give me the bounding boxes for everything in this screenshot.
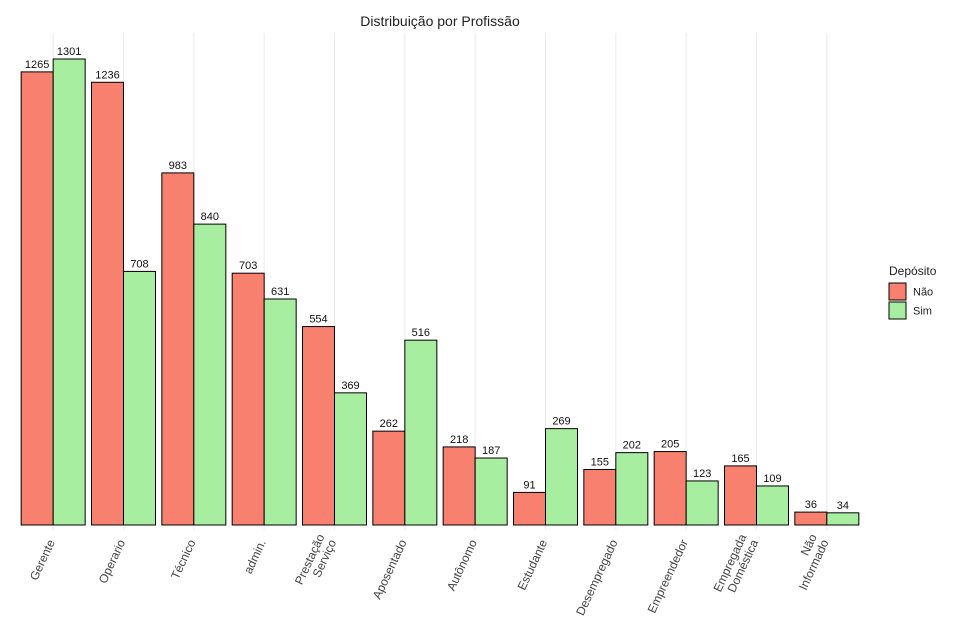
bar-nao (724, 465, 757, 526)
legend-swatch (888, 301, 907, 320)
bar-sim (545, 428, 578, 526)
bar-nao (794, 511, 828, 526)
value-label: 1301 (57, 46, 81, 58)
x-tick-label: Estudante (515, 537, 551, 592)
value-label: 516 (412, 327, 430, 339)
value-label: 218 (450, 434, 468, 446)
bar-sim (334, 392, 367, 526)
value-label: 983 (169, 160, 187, 172)
legend-label: Sim (913, 306, 932, 318)
value-label: 703 (239, 260, 257, 272)
bar-sim (685, 480, 719, 526)
bar-sim (193, 223, 227, 526)
legend-label: Não (913, 287, 933, 299)
value-label: 840 (201, 211, 219, 223)
value-label: 91 (523, 479, 535, 491)
value-label: 554 (309, 314, 327, 326)
bar-sim (474, 457, 508, 526)
bar-nao (91, 81, 124, 526)
bar-sim (615, 452, 649, 526)
x-tick-label: Operario (96, 537, 129, 586)
bar-sim (263, 298, 297, 526)
value-label: 1265 (25, 59, 49, 71)
value-label: 34 (837, 500, 849, 512)
value-label: 1236 (95, 69, 119, 81)
legend-title: Depósito (889, 264, 937, 278)
value-label: 202 (623, 440, 641, 452)
x-tick-label: Desempregado (573, 537, 621, 618)
value-label: 262 (380, 418, 398, 430)
bar-sim (52, 58, 86, 526)
x-tick-label: Autônomo (444, 537, 480, 593)
legend: Depósito Não Sim (888, 264, 937, 320)
bars (20, 58, 860, 526)
value-labels: 1265 1301 1236 708 983 840 703 631 554 369 262 516 2… (25, 46, 849, 512)
x-tick-label: admin. (241, 537, 269, 576)
bar-nao (372, 430, 406, 526)
bar-nao (442, 446, 476, 526)
bar-nao (513, 491, 546, 526)
bar-nao (583, 468, 617, 526)
value-label: 269 (552, 416, 570, 428)
value-label: 123 (693, 468, 711, 480)
bar-nao (161, 172, 195, 526)
value-label: 165 (731, 453, 749, 465)
value-label: 36 (805, 499, 817, 511)
bar-sim (404, 339, 438, 526)
bar-nao (231, 272, 265, 526)
x-axis-tick-labels: Gerente Operario Técnico admin. PrestaçãoSer… (27, 532, 832, 618)
value-label: 369 (341, 380, 359, 392)
legend-swatch (888, 282, 907, 301)
x-tick-label: Aposentado (370, 537, 410, 601)
value-label: 187 (482, 445, 500, 457)
x-tick-label: Empreendedor (645, 537, 691, 615)
x-tick-label: NãoInformado (784, 532, 831, 593)
chart-title: Distribuição por Profissão (360, 13, 520, 29)
value-label: 155 (591, 456, 609, 468)
bar-sim (756, 485, 789, 526)
bar-nao (653, 451, 687, 526)
bar-nao (302, 326, 335, 526)
value-label: 708 (130, 258, 148, 270)
bar-nao (20, 71, 54, 526)
x-tick-label: EmpregadaDoméstica (711, 532, 762, 600)
bar-sim (826, 512, 860, 526)
x-tick-label: Técnico (168, 537, 199, 581)
x-tick-label: Gerente (27, 537, 58, 583)
x-tick-label: PrestaçãoServiço (292, 532, 339, 593)
value-label: 205 (661, 439, 679, 451)
bar-sim (123, 270, 156, 526)
value-label: 109 (763, 473, 781, 485)
value-label: 631 (271, 286, 289, 298)
